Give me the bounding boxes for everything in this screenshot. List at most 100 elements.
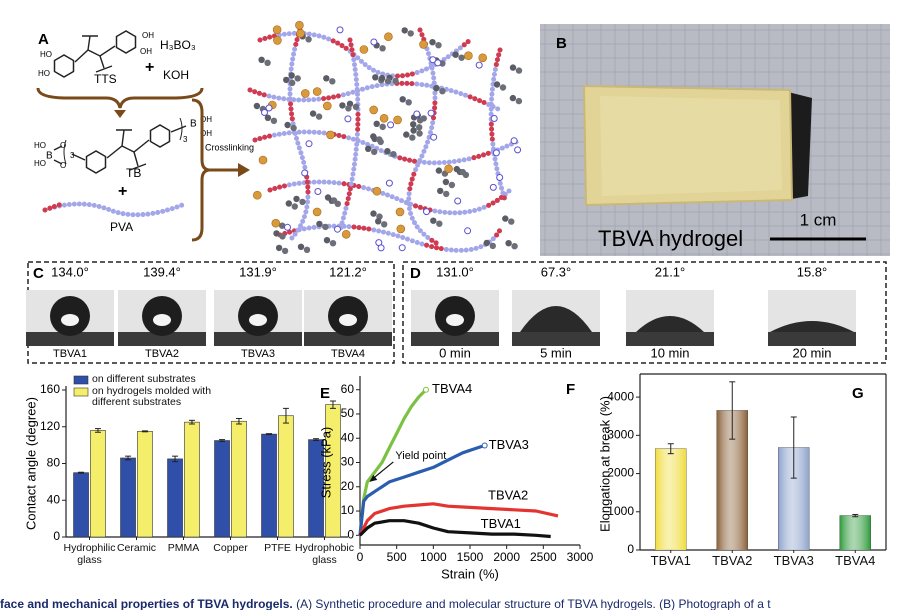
time-label: 10 min (650, 345, 689, 360)
sample-label: TBVA1 (53, 348, 87, 360)
molecule-atom (509, 64, 517, 71)
molecule-atom (270, 117, 278, 125)
legend-swatch (73, 375, 89, 385)
series-label: TBVA4 (432, 381, 472, 396)
molecule-atom (483, 239, 490, 247)
panel-label: F (566, 381, 575, 398)
molecule-atom (384, 77, 392, 85)
substrate (26, 332, 114, 346)
polymer-chain (42, 201, 188, 218)
molecule-atom (275, 244, 283, 252)
bar-shine (839, 515, 871, 550)
ion (326, 130, 335, 140)
contact-angle: 15.8° (797, 264, 828, 279)
x-tick-label: 1000 (420, 550, 447, 564)
y-tick-label: 3000 (607, 428, 634, 442)
molecule-atom (515, 97, 523, 105)
anion (301, 169, 309, 177)
molecule-atom (370, 210, 377, 217)
anion (430, 133, 438, 141)
anion (261, 109, 268, 116)
y-tick-label: 160 (40, 382, 60, 396)
molecule-atom (297, 243, 305, 250)
ion (419, 40, 428, 49)
molecule-atom (283, 76, 290, 84)
group-label: 3 (183, 135, 188, 144)
group-label: OH (140, 47, 152, 56)
molecule-atom (416, 130, 423, 137)
anion (387, 121, 395, 129)
bracket (63, 117, 183, 165)
ion (393, 115, 402, 125)
reagent-label: KOH (163, 68, 189, 82)
legend-swatch (73, 387, 89, 397)
caption-text: (A) Synthetic procedure and molecular st… (296, 597, 771, 610)
anion (423, 208, 430, 216)
sample-label: TBVA4 (331, 348, 365, 360)
step-label: Crosslinking (205, 142, 254, 152)
molecule-atom (264, 59, 271, 66)
ring (149, 124, 171, 148)
droplet-highlight (446, 314, 464, 326)
bar (137, 431, 153, 538)
molecule-atom (299, 198, 306, 206)
time-label: 0 min (439, 345, 471, 360)
molecule-atom (390, 151, 397, 158)
y-tick-label: 40 (47, 492, 61, 506)
contact-angle: 134.0° (51, 264, 89, 279)
panel-label: D (410, 265, 421, 282)
y-axis-title: Stress (kPa) (318, 427, 333, 499)
molecule-atom (371, 148, 378, 155)
line (358, 519, 551, 539)
ion (273, 36, 282, 45)
line (358, 388, 428, 536)
molecule-atom (279, 233, 286, 240)
molecule-atom (429, 39, 436, 46)
y-tick-label: 40 (341, 430, 355, 444)
droplet-highlight (249, 314, 267, 326)
bar (73, 472, 89, 538)
x-tick-label: PMMA (167, 542, 200, 554)
molecule-atom (453, 165, 460, 173)
panel-label: E (320, 385, 330, 402)
anion (464, 227, 472, 235)
bar (261, 433, 277, 538)
polymer-chain (247, 80, 503, 113)
polymer-chain (337, 37, 361, 233)
molecule-atom (264, 114, 272, 122)
x-tick-label: TBVA2 (712, 553, 753, 568)
molecule-atom (309, 110, 317, 117)
droplet-highlight (61, 314, 79, 326)
ion (341, 230, 351, 239)
y-tick-label: 2000 (607, 466, 634, 480)
anion (489, 183, 497, 191)
y-tick-label: 50 (341, 406, 355, 420)
droplet (636, 316, 704, 332)
ion (396, 224, 406, 234)
bar (184, 421, 200, 538)
time-label: 20 min (792, 345, 831, 360)
bar (278, 415, 294, 538)
molecule-atom (329, 240, 337, 247)
ion (359, 45, 369, 54)
anion (454, 197, 462, 205)
bar (214, 440, 230, 538)
ion (379, 114, 389, 123)
scale-label: 1 cm (800, 210, 837, 229)
molecule-atom (289, 79, 296, 87)
anion (490, 115, 498, 122)
ion (312, 87, 322, 96)
molecule-atom (381, 221, 388, 228)
x-tick-label: Hydrophobic glass (295, 542, 354, 566)
x-tick-label: TBVA4 (835, 553, 876, 568)
substrate (304, 332, 392, 346)
molecule-atom (430, 217, 437, 224)
panel-label: G (852, 385, 864, 402)
molecule-atom (323, 75, 330, 82)
substrate (214, 332, 302, 346)
molecule-atom (379, 45, 386, 52)
molecule-atom (285, 200, 292, 207)
x-tick-label: TBVA3 (773, 553, 814, 568)
anion (344, 115, 352, 123)
x-tick-label: 0 (357, 550, 364, 564)
